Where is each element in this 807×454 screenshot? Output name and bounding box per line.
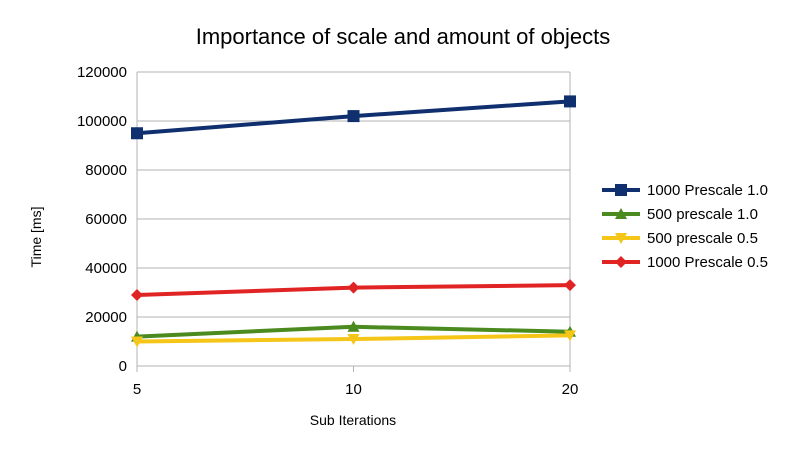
data-point	[347, 110, 360, 123]
legend-label: 1000 Prescale 1.0	[647, 182, 768, 199]
legend-item: 500 prescale 1.0	[602, 206, 758, 223]
y-tick-label: 0	[119, 358, 127, 375]
legend: 1000 Prescale 1.0 500 prescale 1.0 500 pre…	[602, 182, 768, 271]
x-tick-label: 10	[345, 381, 362, 398]
legend-label: 500 prescale 1.0	[647, 206, 758, 223]
legend-marker	[615, 256, 627, 268]
y-tick-label: 40000	[85, 260, 127, 277]
data-point	[564, 279, 576, 292]
y-tick-label: 100000	[77, 113, 127, 130]
legend-item: 1000 Prescale 0.5	[602, 254, 768, 271]
data-point	[347, 281, 360, 294]
x-tick-label: 20	[562, 381, 579, 398]
y-axis-label: Time [ms]	[28, 207, 44, 268]
data-point	[131, 336, 143, 348]
legend-label: 1000 Prescale 0.5	[647, 254, 768, 271]
legend-marker	[615, 184, 627, 196]
data-point	[347, 334, 360, 346]
legend-label: 500 prescale 0.5	[647, 230, 758, 247]
legend-marker	[615, 233, 627, 244]
x-axis-label: Sub Iterations	[310, 412, 396, 428]
data-point	[564, 330, 576, 342]
y-tick-label: 60000	[85, 211, 127, 228]
x-tick-label: 5	[133, 381, 141, 398]
plot-area: 0 20000 40000 60000 80000 100000 120000 5 10 20	[77, 64, 578, 398]
legend-marker	[615, 208, 627, 219]
data-point	[347, 320, 360, 332]
legend-item: 1000 Prescale 1.0	[602, 182, 768, 199]
y-tick-label: 120000	[77, 64, 127, 81]
chart-title: Importance of scale and amount of object…	[196, 24, 611, 49]
legend-item: 500 prescale 0.5	[602, 230, 758, 247]
y-tick-label: 80000	[85, 162, 127, 179]
data-point	[131, 288, 143, 301]
data-point	[564, 95, 576, 108]
y-tick-label: 20000	[85, 309, 127, 326]
data-point	[131, 127, 143, 140]
